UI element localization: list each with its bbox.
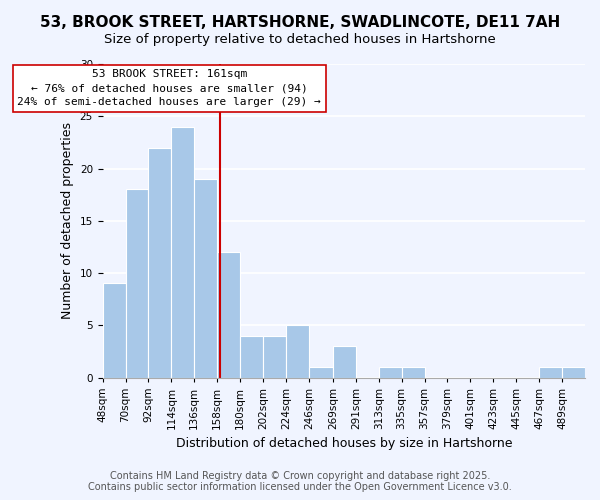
Bar bbox=[333, 346, 356, 378]
Bar bbox=[172, 126, 194, 378]
Bar bbox=[263, 336, 286, 378]
Text: 53 BROOK STREET: 161sqm
← 76% of detached houses are smaller (94)
24% of semi-de: 53 BROOK STREET: 161sqm ← 76% of detache… bbox=[17, 69, 321, 107]
Bar bbox=[309, 367, 333, 378]
Text: Size of property relative to detached houses in Hartshorne: Size of property relative to detached ho… bbox=[104, 32, 496, 46]
Bar bbox=[401, 367, 425, 378]
Bar bbox=[125, 190, 148, 378]
Y-axis label: Number of detached properties: Number of detached properties bbox=[61, 122, 74, 320]
Bar bbox=[286, 326, 309, 378]
Bar bbox=[562, 367, 585, 378]
Text: Contains HM Land Registry data © Crown copyright and database right 2025.
Contai: Contains HM Land Registry data © Crown c… bbox=[88, 471, 512, 492]
Text: 53, BROOK STREET, HARTSHORNE, SWADLINCOTE, DE11 7AH: 53, BROOK STREET, HARTSHORNE, SWADLINCOT… bbox=[40, 15, 560, 30]
X-axis label: Distribution of detached houses by size in Hartshorne: Distribution of detached houses by size … bbox=[176, 437, 512, 450]
Bar bbox=[539, 367, 562, 378]
Bar bbox=[103, 284, 125, 378]
Bar bbox=[240, 336, 263, 378]
Bar bbox=[148, 148, 172, 378]
Bar bbox=[194, 179, 217, 378]
Bar bbox=[217, 252, 240, 378]
Bar bbox=[379, 367, 401, 378]
